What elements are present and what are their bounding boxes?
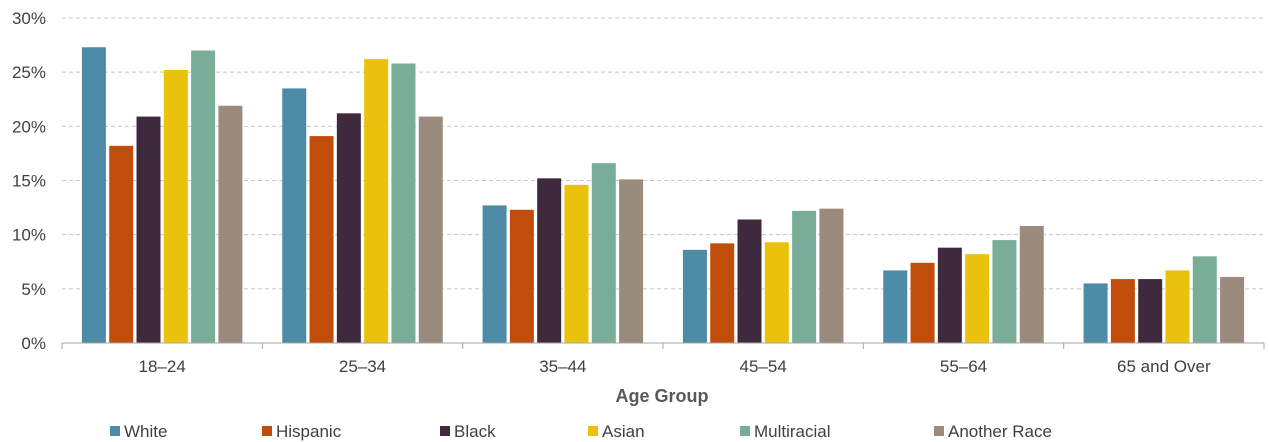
bar-asian [1165,270,1189,343]
bar-multiracial [391,64,415,344]
bar-white [883,270,907,343]
bar-white [683,250,707,343]
legend-label: Multiracial [754,422,831,441]
y-tick-label: 10% [12,226,46,245]
bar-black [938,248,962,343]
bar-another-race [619,179,643,343]
legend-swatch [262,426,272,436]
bar-asian [564,185,588,343]
legend-label: Another Race [948,422,1052,441]
bar-another-race [218,106,242,343]
legend-swatch [110,426,120,436]
bar-black [337,113,361,343]
legend-swatch [740,426,750,436]
bar-asian [164,70,188,343]
bar-hispanic [1111,279,1135,343]
bar-multiracial [191,51,215,344]
legend: White Hispanic Black Asian Multiracial Anothe… [110,422,1052,441]
bar-another-race [1220,277,1244,343]
bar-hispanic [310,136,334,343]
legend-label: Hispanic [276,422,342,441]
x-tick-label: 18–24 [139,357,186,376]
x-tick-label: 25–34 [339,357,386,376]
legend-label: White [124,422,167,441]
bar-hispanic [710,243,734,343]
legend-swatch [934,426,944,436]
bar-multiracial [992,240,1016,343]
y-tick-label: 30% [12,9,46,28]
legend-swatch [440,426,450,436]
bar-black [137,117,161,343]
legend-swatch [588,426,598,436]
bar-asian [364,59,388,343]
bar-asian [965,254,989,343]
y-tick-label: 5% [21,280,46,299]
y-tick-label: 25% [12,63,46,82]
legend-label: Black [454,422,496,441]
bars [82,47,1244,343]
y-tick-label: 15% [12,172,46,191]
y-axis-ticks: 0% 5% 10% 15% 20% 25% 30% [12,9,46,353]
bar-hispanic [109,146,133,343]
y-tick-label: 0% [21,334,46,353]
bar-another-race [1020,226,1044,343]
bar-black [1138,279,1162,343]
bar-black [738,220,762,344]
bar-white [483,205,507,343]
bar-another-race [819,209,843,343]
bar-hispanic [510,210,534,343]
bar-white [282,88,306,343]
bar-multiracial [592,163,616,343]
x-axis-title: Age Group [616,386,709,406]
bar-white [82,47,106,343]
bar-another-race [419,117,443,343]
bar-black [537,178,561,343]
bar-hispanic [911,263,935,343]
x-tick-label: 65 and Over [1117,357,1211,376]
bar-white [1084,283,1108,343]
bar-multiracial [792,211,816,343]
bar-multiracial [1193,256,1217,343]
x-tick-label: 55–64 [940,357,987,376]
legend-label: Asian [602,422,645,441]
x-tick-label: 35–44 [539,357,586,376]
y-tick-label: 20% [12,117,46,136]
x-tick-label: 45–54 [740,357,787,376]
bar-asian [765,242,789,343]
x-axis: 18–24 25–34 35–44 45–54 55–64 65 and Over [62,343,1264,376]
